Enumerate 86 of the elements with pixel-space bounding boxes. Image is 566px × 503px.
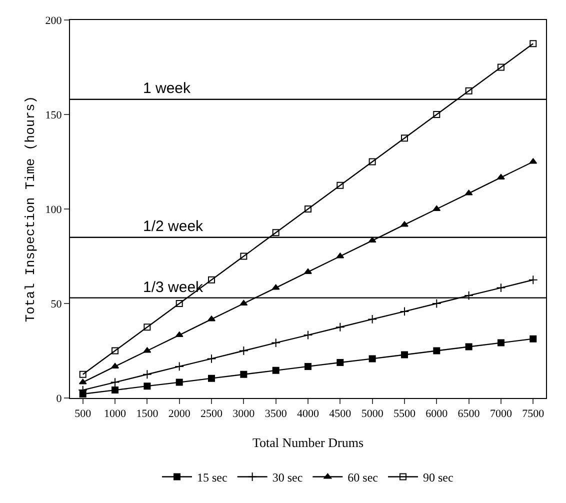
point	[112, 347, 119, 354]
point	[497, 64, 504, 71]
point	[464, 290, 474, 300]
point	[433, 111, 440, 118]
legend-label: 60 sec	[348, 470, 378, 484]
x-tick-label: 4000	[297, 408, 320, 420]
point	[78, 378, 87, 384]
x-tick-label: 500	[74, 408, 92, 420]
x-tick-label: 7000	[490, 408, 512, 420]
point	[175, 332, 184, 338]
point	[112, 386, 119, 394]
point	[304, 268, 312, 274]
y-tick-label: 100	[45, 204, 62, 216]
point	[400, 306, 410, 316]
point	[465, 343, 472, 350]
point	[368, 314, 378, 324]
point	[465, 87, 472, 94]
legend-label: 15 sec	[197, 470, 228, 484]
point	[142, 370, 152, 380]
point	[208, 316, 216, 322]
point	[303, 330, 313, 340]
x-tick-label: 6500	[458, 408, 480, 420]
point	[530, 335, 537, 342]
point	[336, 182, 344, 189]
point	[240, 370, 248, 378]
point	[144, 382, 151, 390]
y-tick-label: 150	[45, 109, 62, 122]
x-tick-label: 1000	[104, 408, 127, 420]
x-tick-label: 3000	[232, 408, 256, 420]
point	[464, 190, 473, 196]
point	[368, 355, 376, 362]
point	[530, 40, 537, 48]
point	[304, 206, 312, 212]
point	[368, 158, 376, 166]
point	[496, 283, 506, 293]
point	[304, 362, 312, 370]
point	[335, 322, 345, 332]
x-tick-label: 2000	[168, 408, 191, 420]
point	[143, 347, 152, 353]
point	[208, 276, 216, 284]
y-axis-title: Total Inspection Time (hours)	[23, 96, 38, 322]
point	[400, 351, 408, 358]
point	[272, 229, 280, 236]
point	[528, 275, 538, 285]
point	[529, 158, 538, 164]
point	[238, 346, 248, 356]
point	[79, 370, 86, 378]
point	[144, 324, 151, 331]
x-axis-title: Total Number Drums	[252, 435, 364, 450]
point	[272, 284, 280, 290]
point	[272, 366, 280, 374]
point	[497, 339, 504, 346]
x-tick-label: 4500	[329, 408, 352, 420]
ref-line-label: 1 week	[143, 80, 192, 97]
y-tick-label: 50	[50, 298, 62, 310]
legend-label: 30 sec	[272, 470, 303, 484]
ref-line-label: 1/2 week	[143, 218, 204, 235]
x-tick-label: 2500	[200, 408, 224, 420]
point	[400, 134, 408, 142]
point	[400, 221, 408, 227]
point	[497, 174, 505, 180]
point	[336, 252, 344, 258]
point	[206, 354, 216, 364]
point	[176, 300, 183, 307]
legend-label: 90 sec	[422, 470, 454, 484]
x-tick-label: 5000	[361, 408, 384, 420]
y-tick-label: 0	[56, 392, 62, 405]
point	[271, 338, 281, 348]
x-tick-label: 6000	[426, 408, 448, 420]
point	[176, 378, 183, 386]
point	[432, 298, 442, 308]
ref-line-label: 1/3 week	[143, 279, 204, 296]
x-tick-label: 3500	[264, 408, 288, 420]
point	[433, 347, 440, 354]
point	[368, 237, 376, 243]
x-tick-label: 7500	[522, 408, 545, 420]
point	[240, 252, 248, 260]
y-tick-label: 200	[45, 14, 62, 27]
point	[79, 390, 86, 398]
point	[336, 358, 344, 366]
x-tick-label: 5500	[393, 408, 416, 420]
x-tick-label: 1500	[136, 408, 159, 420]
point	[208, 374, 216, 382]
point	[111, 362, 119, 368]
point	[110, 378, 120, 388]
point	[174, 362, 184, 372]
